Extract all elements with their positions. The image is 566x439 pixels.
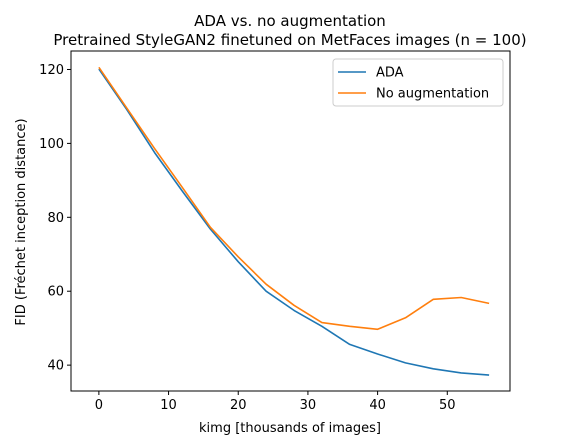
axes-layer: 0 10 20 30 40 50 40 60 80 100 120	[39, 50, 511, 413]
x-axis-label: kimg [thousands of images]	[199, 421, 381, 436]
series-line-2	[98, 66, 490, 331]
x-tick-label: 40	[369, 398, 386, 413]
chart-title: ADA vs. no augmentation	[194, 12, 386, 30]
y-tick-label: 120	[39, 63, 64, 78]
x-tick-label: 20	[230, 398, 247, 413]
x-tick-label: 50	[439, 398, 456, 413]
legend: ADA No augmentation	[332, 58, 504, 107]
y-tick-label: 80	[47, 211, 64, 226]
x-tick-label: 10	[160, 398, 177, 413]
x-tick-label: 30	[300, 398, 317, 413]
legend-box	[332, 58, 504, 107]
y-axis-label: FID (Fréchet inception distance)	[14, 118, 29, 325]
x-tick-label: 0	[95, 398, 103, 413]
series-line-1	[98, 68, 490, 376]
y-tick-label: 60	[47, 285, 64, 300]
y-tick-label: 40	[47, 359, 64, 374]
legend-label-2: No augmentation	[376, 87, 489, 102]
series-layer	[98, 66, 490, 376]
chart-subtitle: Pretrained StyleGAN2 finetuned on MetFac…	[53, 31, 526, 49]
plot-frame	[70, 50, 511, 392]
y-tick-label: 100	[39, 137, 64, 152]
legend-label-1: ADA	[376, 66, 404, 81]
